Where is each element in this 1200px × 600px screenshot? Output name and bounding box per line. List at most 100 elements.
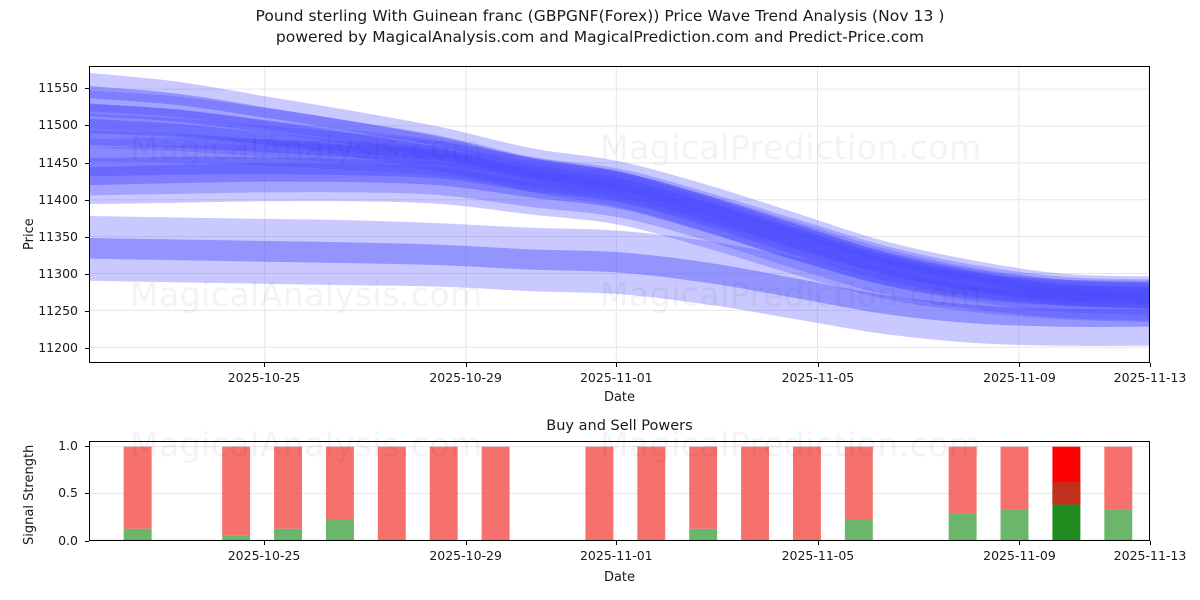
sell-power-bar [585,446,614,540]
wave-core-6 [90,118,1149,295]
wave-core-5 [90,238,1149,327]
x-tick-mark-main-3 [817,363,819,367]
y-tick-mark-0 [85,348,89,350]
bar-group [1000,446,1029,540]
price-wave-plot-area [89,66,1150,363]
y-tick-mark-low-2 [85,445,89,447]
bar-group [844,446,873,540]
x-tick-label-low-1: 2025-10-29 [429,548,502,563]
x-tick-label-low-0: 2025-10-25 [227,548,301,563]
wave-core-3 [90,156,1149,309]
y-tick-label-6: 11500 [38,117,78,133]
price-axis-label: Price [22,218,37,250]
wave-core-1 [90,85,1149,298]
x-tick-mark-main-5 [1150,363,1151,367]
sell-power-bar [792,446,821,540]
bar-group [585,446,614,540]
y-tick-label-7: 11550 [38,80,78,96]
wave-band-6 [90,103,1149,302]
bar-group [1104,446,1133,540]
bar-group [741,446,770,540]
sell-power-bar [689,446,718,529]
buy-sell-powers-title: Buy and Sell Powers [546,418,693,434]
x-tick-mark-main-0 [264,363,266,367]
y-tick-label-5: 11450 [38,154,78,170]
date-axis-label-lower: Date [603,570,636,585]
x-tick-mark-low-1 [465,541,467,545]
buy-power-bar [325,519,354,540]
y-tick-mark-low-1 [85,493,89,495]
y-tick-mark-5 [85,162,89,164]
x-tick-label-main-1: 2025-10-29 [429,370,502,385]
x-tick-mark-main-4 [1019,363,1021,367]
bar-group [429,446,458,540]
x-tick-label-main-4: 2025-11-09 [983,370,1056,385]
sell-power-bar [1000,446,1029,510]
wave-band-4 [90,143,1149,323]
y-tick-label-2: 11300 [38,265,78,281]
x-tick-label-main-5: 2025-11-13 [1113,370,1187,385]
x-tick-mark-main-2 [616,363,618,367]
chart-title-block: Pound sterling With Guinean franc (GBPGN… [0,6,1200,48]
buy-power-bar [222,535,251,540]
price-wave-svg [90,67,1149,362]
wave-band-2 [90,90,1149,315]
buy-power-bar [689,528,718,540]
bar-group [792,446,821,540]
y-tick-label-low-2: 1.0 [58,437,78,453]
y-tick-label-low-1: 0.5 [58,485,78,501]
chart-title-line-2: powered by MagicalAnalysis.com and Magic… [275,28,925,46]
buy-power-bar [844,519,873,540]
buy-power-bar [948,513,977,540]
sell-power-bar [481,446,510,540]
wave-bands [90,72,1149,346]
bar-group [222,446,251,540]
x-tick-label-main-2: 2025-11-01 [579,370,653,385]
bar-group [325,446,354,540]
x-tick-label-low-3: 2025-11-05 [781,548,855,563]
y-tick-label-low-0: 0.0 [58,533,78,548]
x-tick-label-main-0: 2025-10-25 [227,370,301,385]
x-tick-mark-low-3 [817,541,819,545]
y-tick-mark-low-0 [85,541,89,542]
sell-power-bar [844,446,873,520]
y-tick-mark-7 [85,88,89,90]
buy-power-bar [123,528,152,540]
bar-group [481,446,510,540]
buy-sell-powers-plot-area [89,441,1150,541]
sell-power-bar [637,446,666,540]
wave-core-7 [90,130,1149,297]
x-tick-mark-low-4 [1019,541,1021,545]
y-tick-label-1: 11250 [38,303,78,319]
sell-power-bar [429,446,458,540]
sell-power-bar [948,446,977,514]
bar-group [1052,446,1081,540]
bar-group [948,446,977,540]
x-tick-mark-low-5 [1150,541,1151,545]
x-tick-label-main-3: 2025-11-05 [781,370,855,385]
x-tick-mark-low-0 [264,541,266,545]
wave-core-4 [90,163,1149,309]
sell-power-bar [741,446,770,540]
x-tick-mark-low-2 [616,541,618,545]
x-tick-label-low-2: 2025-11-01 [579,548,653,563]
buy-power-bar [1052,504,1081,540]
x-tick-label-low-4: 2025-11-09 [983,548,1056,563]
y-tick-mark-4 [85,199,89,201]
bar-group [123,446,152,540]
buy-power-bar [1000,509,1029,540]
y-tick-label-3: 11350 [38,228,78,244]
y-tick-mark-3 [85,236,89,238]
wave-band-3 [90,137,1149,321]
bar-group [637,446,666,540]
wave-band-7 [90,114,1149,305]
sell-power-bar [1104,446,1133,510]
date-axis-label-main: Date [603,390,636,405]
wave-core-ribbons [90,85,1149,327]
sell-power-bar [325,446,354,520]
signal-strength-axis-label: Signal Strength [22,444,37,545]
buy-power-bar [274,528,303,540]
bar-group [377,446,406,540]
sell-power-bar [377,446,406,540]
